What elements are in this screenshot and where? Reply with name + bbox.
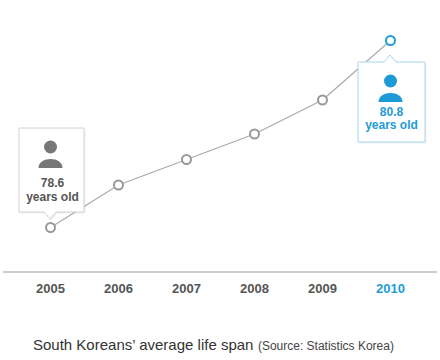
svg-text:2009: 2009 bbox=[308, 281, 337, 296]
svg-text:2008: 2008 bbox=[240, 281, 269, 296]
svg-text:2006: 2006 bbox=[104, 281, 133, 296]
svg-text:2007: 2007 bbox=[172, 281, 201, 296]
svg-text:2010: 2010 bbox=[376, 281, 405, 296]
svg-text:2005: 2005 bbox=[36, 281, 65, 296]
html-text:South Koreans’ average life sp: South Koreans’ average life span (Source… bbox=[33, 336, 394, 353]
svg-text:78.6years old: 78.6years old bbox=[26, 176, 79, 203]
svg-text:80.8years old: 80.8years old bbox=[365, 105, 418, 132]
